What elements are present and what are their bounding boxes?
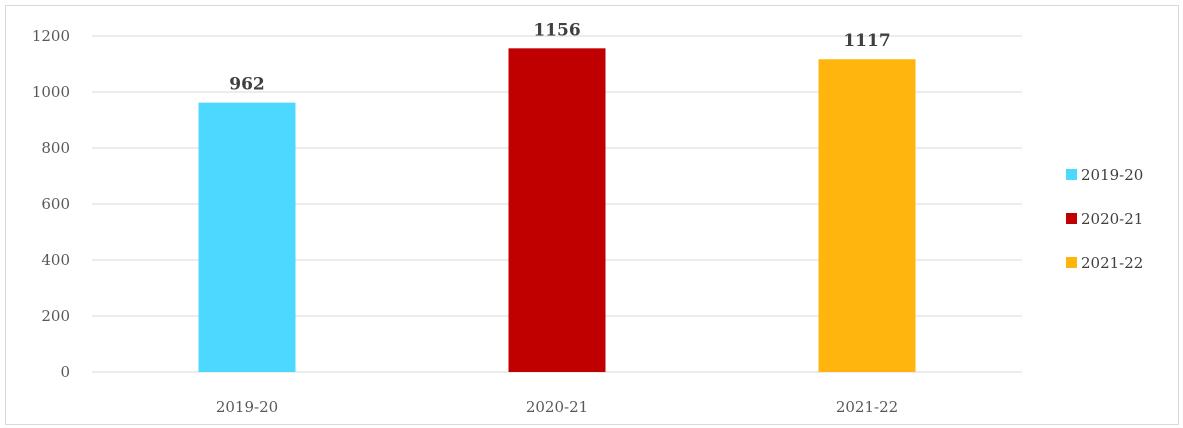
data-label: 1117 [843, 31, 890, 51]
legend-label: 2021-22 [1081, 254, 1143, 272]
x-tick-label: 2019-20 [216, 398, 278, 416]
y-axis-ticks: 0 200 400 600 800 1000 1200 [32, 27, 70, 381]
y-tick-label: 400 [41, 251, 70, 269]
legend-swatch [1066, 169, 1077, 180]
data-labels: 962 1156 1117 [229, 20, 890, 94]
bar-2019-20 [198, 102, 296, 372]
y-tick-label: 0 [60, 363, 70, 381]
data-label: 1156 [533, 20, 580, 40]
legend-swatch [1066, 257, 1077, 268]
y-tick-label: 200 [41, 307, 70, 325]
bar-2021-22 [818, 59, 916, 373]
legend-swatch [1066, 213, 1077, 224]
chart-frame [5, 5, 1179, 425]
y-tick-label: 1000 [32, 83, 70, 101]
legend: 2019-20 2020-21 2021-22 [1066, 166, 1143, 272]
x-tick-label: 2021-22 [836, 398, 898, 416]
bars [198, 48, 916, 373]
legend-label: 2020-21 [1081, 210, 1143, 228]
bar-2020-21 [508, 48, 606, 372]
x-tick-label: 2020-21 [526, 398, 588, 416]
y-tick-label: 600 [41, 195, 70, 213]
x-axis-ticks: 2019-20 2020-21 2021-22 [216, 398, 898, 416]
y-tick-label: 800 [41, 139, 70, 157]
legend-label: 2019-20 [1081, 166, 1143, 184]
data-label: 962 [229, 75, 265, 95]
y-tick-label: 1200 [32, 27, 70, 45]
